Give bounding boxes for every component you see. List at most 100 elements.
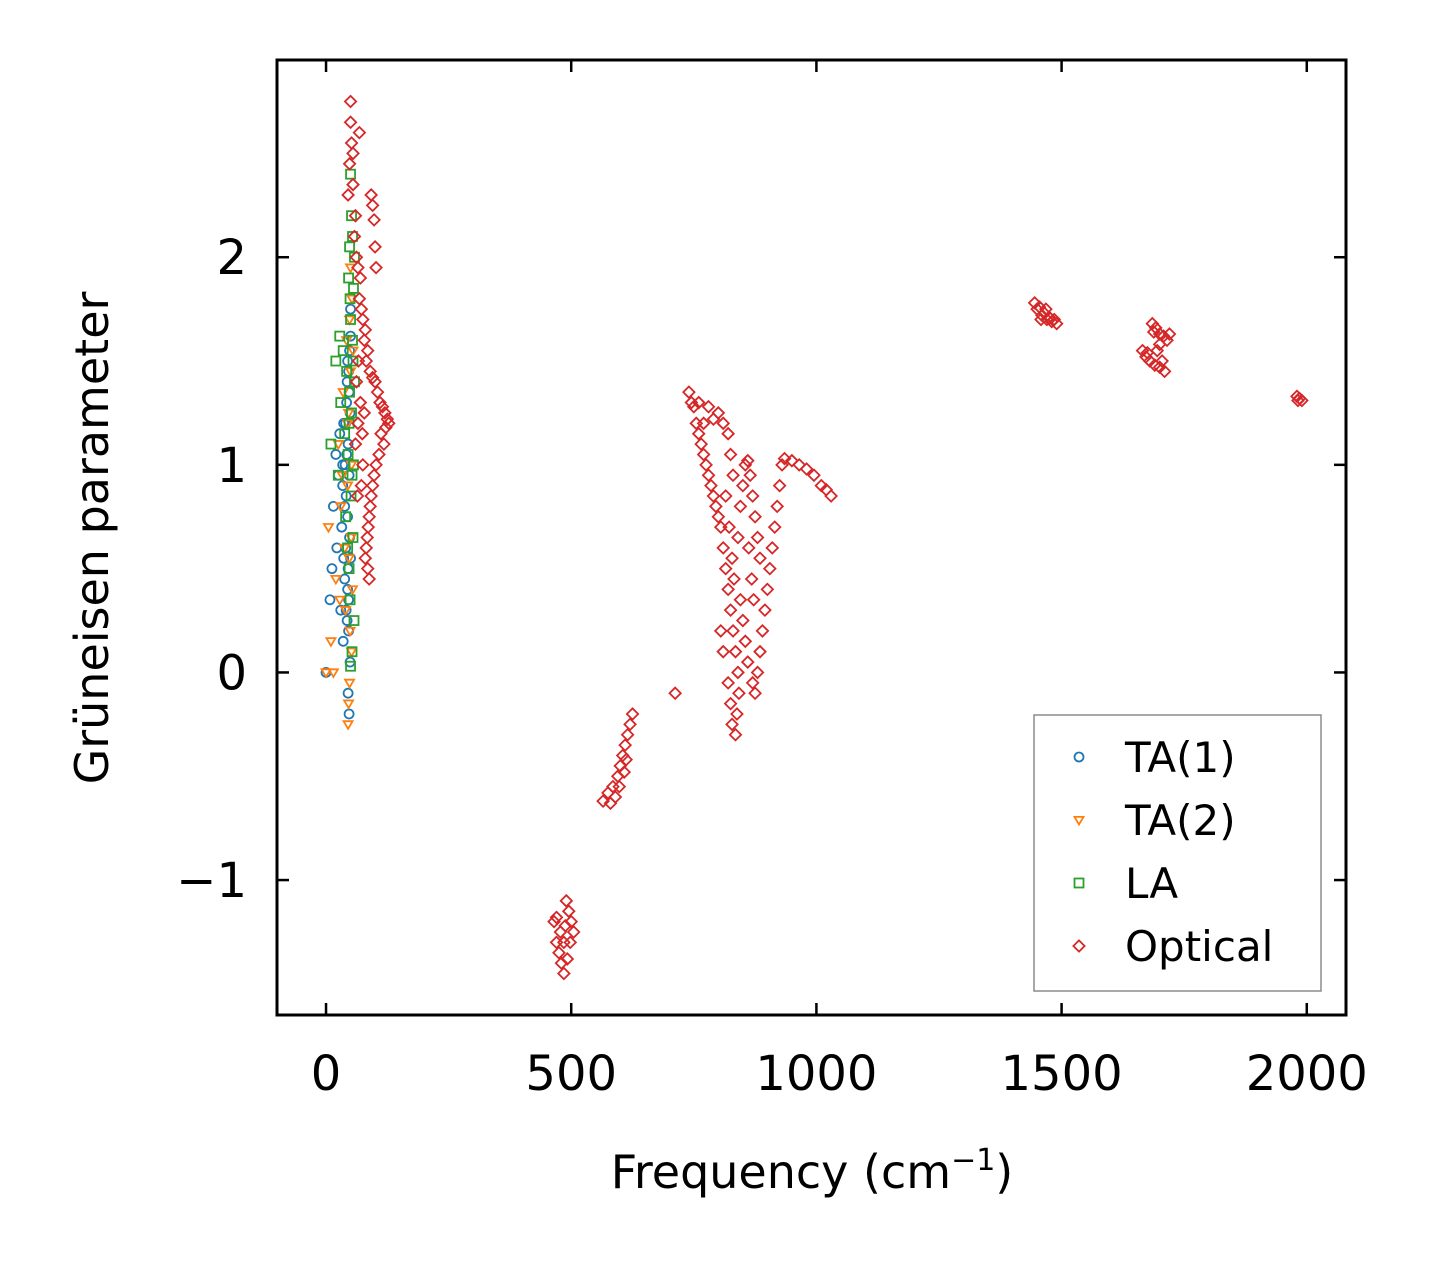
point-la [344, 241, 355, 253]
point-ta-1 [338, 552, 350, 564]
point-optical [618, 738, 633, 753]
point-optical [721, 426, 736, 441]
point-la [325, 438, 337, 450]
point-la [343, 272, 354, 284]
point-optical [380, 412, 395, 427]
point-ta-1 [342, 687, 354, 699]
point-optical [365, 370, 380, 385]
point-optical [342, 156, 357, 171]
point-la [342, 449, 354, 460]
point-optical [344, 136, 359, 150]
point-la [347, 355, 359, 367]
point-optical [620, 727, 635, 742]
point-optical [370, 385, 385, 400]
point-la [348, 615, 360, 626]
point-la [345, 168, 356, 180]
point-optical [547, 914, 561, 929]
point-optical [701, 399, 716, 414]
point-optical [741, 540, 756, 555]
point-ta-1 [336, 521, 348, 533]
point-optical [694, 437, 709, 451]
point-la [346, 210, 357, 222]
point-optical [341, 188, 356, 202]
point-optical [1291, 393, 1305, 408]
legend-marker-optical [1072, 939, 1086, 953]
point-optical [373, 395, 387, 410]
series-optical [341, 94, 1309, 981]
point-optical [732, 686, 746, 701]
point-ta-2 [345, 647, 358, 658]
point-optical [619, 752, 634, 767]
point-ta-2 [333, 595, 346, 607]
point-ta-2 [342, 699, 355, 710]
point-ta-1 [339, 573, 351, 585]
point-optical [784, 453, 799, 468]
point-optical [723, 696, 738, 711]
point-optical [723, 603, 738, 618]
point-optical [603, 796, 618, 811]
point-ta-1 [337, 459, 349, 471]
point-optical [352, 125, 367, 140]
point-la [343, 417, 355, 429]
point-la [347, 334, 358, 346]
point-optical [1146, 325, 1161, 339]
point-optical [1049, 316, 1064, 331]
point-optical [733, 592, 748, 607]
point-optical [563, 935, 578, 950]
y-tick-label: 2 [216, 230, 247, 286]
point-optical [746, 592, 761, 607]
point-optical [706, 489, 721, 503]
point-optical [343, 115, 358, 130]
point-optical [731, 665, 745, 680]
point-optical [755, 624, 770, 638]
point-ta-2 [319, 668, 333, 679]
x-tick-label: 0 [311, 1046, 342, 1102]
point-optical [686, 399, 701, 414]
point-optical [704, 478, 718, 493]
point-optical [708, 499, 723, 514]
point-optical [364, 489, 379, 503]
point-optical [711, 509, 726, 524]
point-optical [596, 794, 610, 809]
point-ta-2 [343, 626, 357, 638]
point-ta-1 [342, 438, 354, 450]
point-optical [363, 499, 378, 514]
point-optical [727, 572, 741, 586]
point-optical [374, 426, 388, 441]
point-optical [1157, 364, 1172, 379]
point-la [348, 282, 359, 294]
point-optical [362, 509, 377, 524]
point-optical [355, 426, 370, 441]
point-optical [1294, 393, 1309, 408]
point-la [340, 511, 352, 523]
point-optical [343, 94, 358, 109]
point-ta-1 [337, 480, 349, 491]
point-optical [369, 260, 383, 275]
point-la [334, 330, 346, 342]
point-optical [691, 395, 706, 410]
point-la [346, 646, 358, 658]
point-optical [351, 354, 366, 368]
point-optical [706, 412, 721, 427]
point-la [346, 407, 357, 419]
legend-label-optical: Optical [1125, 922, 1273, 971]
point-optical [735, 478, 750, 493]
point-optical [346, 146, 360, 161]
x-tick-label: 500 [525, 1046, 617, 1102]
point-optical [377, 406, 392, 420]
x-axis-label-close: ) [995, 1145, 1013, 1199]
point-optical [740, 655, 755, 669]
point-optical [716, 540, 731, 555]
point-optical [354, 478, 369, 493]
point-optical [355, 312, 370, 327]
legend-label-ta-1: TA(1) [1124, 733, 1236, 782]
point-optical [566, 925, 581, 939]
point-la [343, 563, 355, 575]
point-optical [696, 416, 711, 431]
point-optical [358, 322, 373, 337]
point-optical [728, 727, 743, 742]
legend-label-la: LA [1125, 859, 1178, 908]
point-ta-1 [341, 615, 353, 626]
point-optical [748, 509, 763, 524]
point-ta-2 [334, 502, 347, 513]
